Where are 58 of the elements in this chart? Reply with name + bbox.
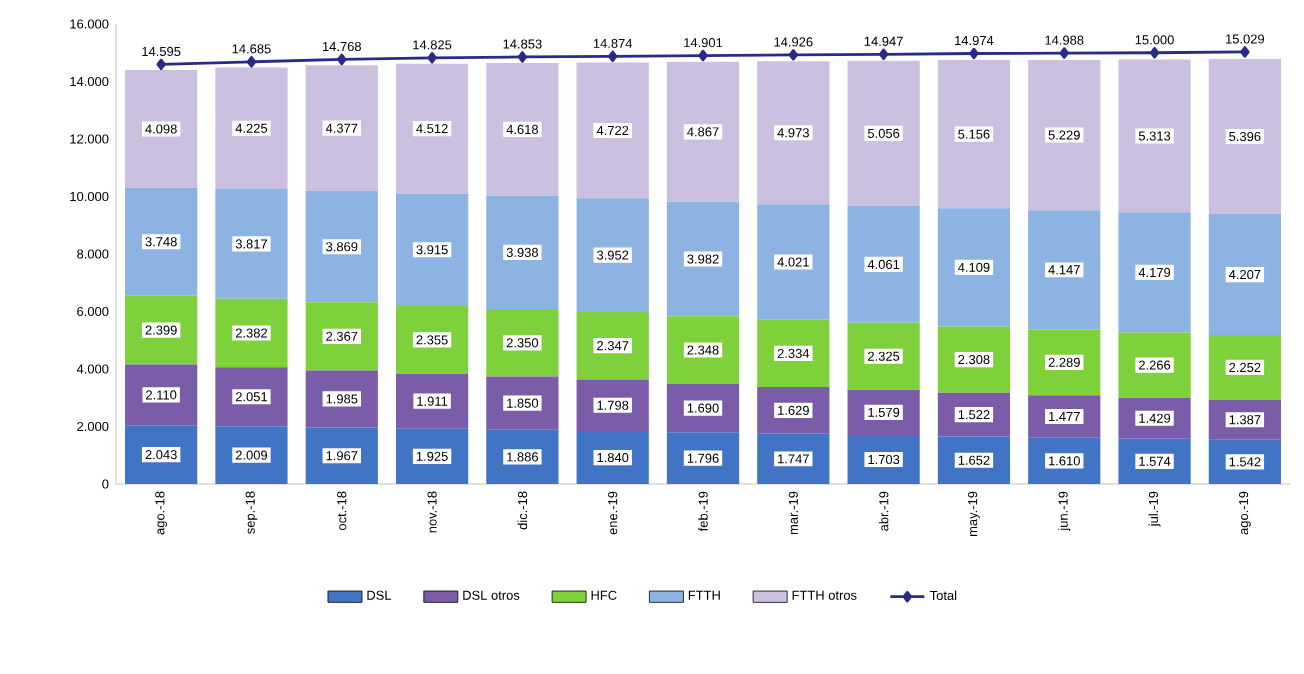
bar [486, 63, 559, 196]
bar [215, 298, 288, 368]
bar [486, 429, 559, 484]
bar [666, 201, 740, 317]
point [1149, 46, 1160, 59]
point [517, 51, 528, 63]
bar [847, 60, 920, 207]
bar [666, 316, 740, 384]
bar [847, 206, 920, 323]
bar [305, 302, 378, 371]
bar [125, 295, 198, 365]
bar [215, 426, 288, 484]
bar [1118, 332, 1191, 398]
bar [1028, 59, 1101, 211]
bar [305, 427, 378, 484]
point [608, 50, 618, 63]
bar [486, 309, 559, 377]
bar [757, 319, 830, 387]
bar [215, 67, 288, 190]
bar [576, 198, 649, 312]
bar [937, 60, 1011, 209]
point [1240, 46, 1250, 58]
bar [666, 61, 740, 202]
bar [1028, 210, 1101, 330]
bar [937, 326, 1011, 393]
bar [1208, 335, 1281, 400]
point [246, 56, 257, 68]
bar [576, 311, 649, 380]
bar [395, 193, 469, 307]
bar [1118, 212, 1191, 333]
bar [305, 370, 378, 428]
bar [125, 187, 198, 296]
bar [937, 208, 1011, 327]
point [156, 58, 166, 71]
point [788, 49, 798, 61]
bar [757, 204, 830, 320]
bar [1208, 58, 1281, 215]
bar [125, 70, 198, 188]
bar [486, 195, 559, 310]
bar [215, 189, 288, 299]
point [698, 49, 708, 62]
point [427, 51, 437, 64]
bar [1118, 59, 1191, 213]
bar [847, 322, 920, 390]
bar [576, 62, 649, 199]
bar [1208, 214, 1281, 336]
bar [125, 425, 198, 484]
bar [395, 63, 469, 194]
bar [215, 367, 288, 427]
point [969, 47, 979, 60]
bar [395, 306, 469, 374]
bar [305, 65, 378, 192]
point [878, 48, 889, 61]
bar [305, 191, 378, 303]
bar [757, 61, 830, 205]
point [337, 53, 347, 66]
point [1059, 47, 1069, 59]
bar [1028, 329, 1101, 396]
